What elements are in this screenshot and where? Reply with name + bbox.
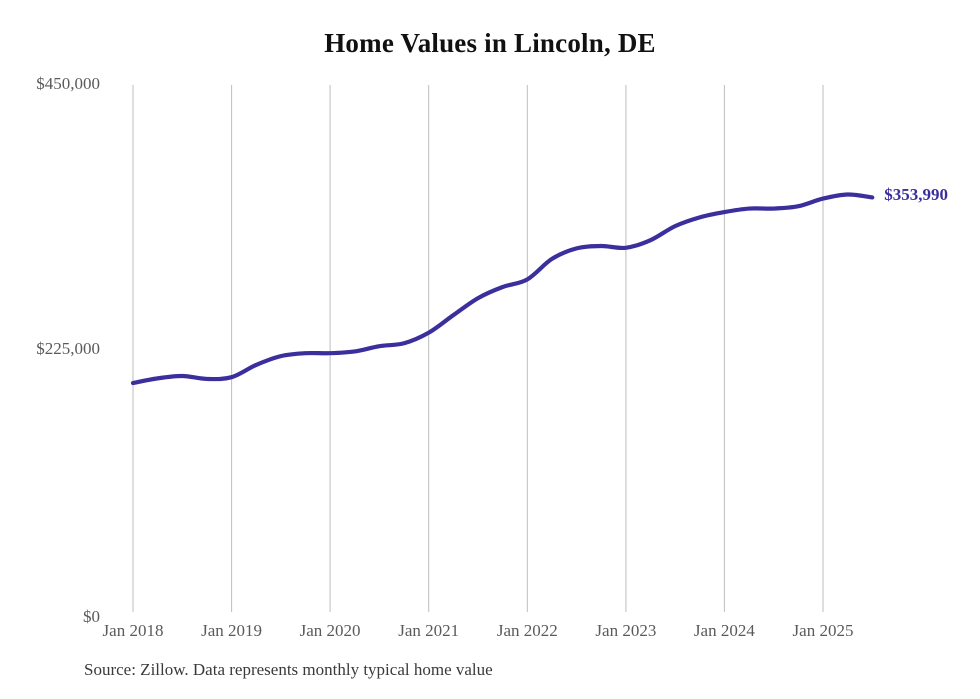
- x-axis-tick-jan-2023: Jan 2023: [595, 621, 657, 640]
- x-axis-tick-jan-2018: Jan 2018: [102, 621, 164, 640]
- x-axis-tick-jan-2025: Jan 2025: [792, 621, 854, 640]
- source-note: Source: Zillow. Data represents monthly …: [84, 660, 493, 679]
- page-title: Home Values in Lincoln, DE: [324, 28, 656, 58]
- x-axis-tick-jan-2022: Jan 2022: [496, 621, 558, 640]
- x-gridlines: [132, 85, 824, 612]
- y-axis-tick-225000: $225,000: [36, 339, 100, 358]
- x-axis-tick-jan-2020: Jan 2020: [299, 621, 361, 640]
- home-value-line: [130, 192, 875, 386]
- y-axis-tick-0: $0: [83, 607, 100, 626]
- y-axis-tick-450000: $450,000: [36, 74, 100, 93]
- x-axis-tick-jan-2021: Jan 2021: [398, 621, 460, 640]
- x-axis-tick-jan-2019: Jan 2019: [201, 621, 263, 640]
- x-axis-tick-jan-2024: Jan 2024: [693, 621, 755, 640]
- end-point-value-label: $353,990: [884, 185, 949, 205]
